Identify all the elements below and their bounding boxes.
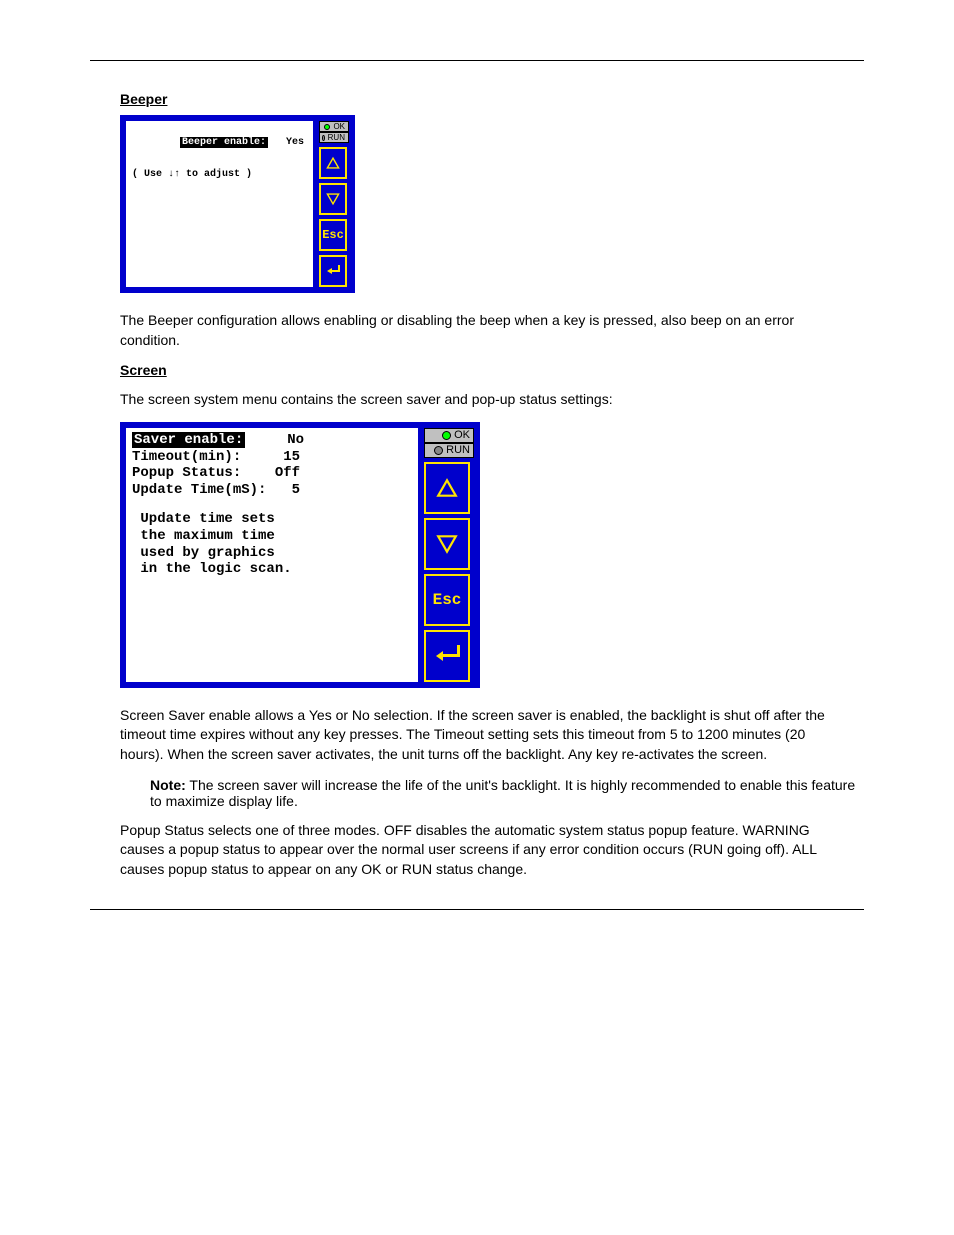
desc-line-4: in the logic scan. — [132, 561, 412, 578]
esc-button[interactable]: Esc — [424, 574, 470, 626]
beeper-field-label: Beeper enable: — [180, 137, 268, 148]
triangle-down-icon — [436, 533, 458, 555]
saver-enable-value[interactable]: No — [287, 432, 304, 448]
screen-screen: Saver enable: No Timeout(min): 15 Popup … — [126, 428, 418, 682]
timeout-value[interactable]: 15 — [283, 449, 300, 465]
ok-label: OK — [333, 122, 345, 131]
run-led-icon — [322, 135, 325, 141]
saver-paragraph: Screen Saver enable allows a Yes or No s… — [120, 706, 840, 765]
update-time-value[interactable]: 5 — [292, 482, 300, 498]
desc-line-1: Update time sets — [132, 511, 412, 528]
screen-intro: The screen system menu contains the scre… — [120, 390, 840, 410]
popup-paragraph: Popup Status selects one of three modes.… — [120, 821, 840, 880]
ok-label: OK — [454, 429, 470, 441]
triangle-down-icon — [326, 192, 340, 206]
popup-value[interactable]: Off — [275, 465, 300, 481]
down-button[interactable] — [319, 183, 347, 215]
popup-label: Popup Status: — [132, 465, 241, 481]
desc-line-3: used by graphics — [132, 545, 412, 562]
up-button[interactable] — [319, 147, 347, 179]
run-label: RUN — [446, 444, 470, 456]
screen-status-box: OK RUN — [424, 428, 474, 458]
triangle-up-icon — [436, 477, 458, 499]
beeper-heading: Beeper — [120, 91, 864, 107]
triangle-up-icon — [326, 156, 340, 170]
ok-led-icon — [324, 124, 330, 130]
enter-icon — [326, 265, 340, 278]
screen-heading: Screen — [120, 362, 864, 378]
desc-line-2: the maximum time — [132, 528, 412, 545]
beeper-status-box: OK RUN — [319, 121, 349, 143]
timeout-label: Timeout(min): — [132, 449, 241, 465]
up-button[interactable] — [424, 462, 470, 514]
ok-led-icon — [442, 431, 451, 440]
beeper-screen: Beeper enable: Yes ( Use ↓↑ to adjust ) — [126, 121, 313, 287]
note-text: The screen saver will increase the life … — [150, 777, 855, 809]
down-button[interactable] — [424, 518, 470, 570]
enter-button[interactable] — [424, 630, 470, 682]
beeper-device-screenshot: Beeper enable: Yes ( Use ↓↑ to adjust ) … — [120, 115, 355, 293]
enter-button[interactable] — [319, 255, 347, 287]
beeper-description: The Beeper configuration allows enabling… — [120, 311, 840, 350]
saver-enable-label: Saver enable: — [132, 432, 245, 448]
update-time-label: Update Time(mS): — [132, 482, 266, 498]
note-label: Note: — [150, 777, 186, 793]
run-label: RUN — [328, 133, 345, 142]
beeper-hint: ( Use ↓↑ to adjust ) — [132, 169, 307, 181]
esc-button[interactable]: Esc — [319, 219, 347, 251]
enter-icon — [434, 645, 459, 667]
screen-device-screenshot: Saver enable: No Timeout(min): 15 Popup … — [120, 422, 480, 688]
run-led-icon — [434, 446, 443, 455]
beeper-field-value[interactable]: Yes — [286, 137, 304, 148]
